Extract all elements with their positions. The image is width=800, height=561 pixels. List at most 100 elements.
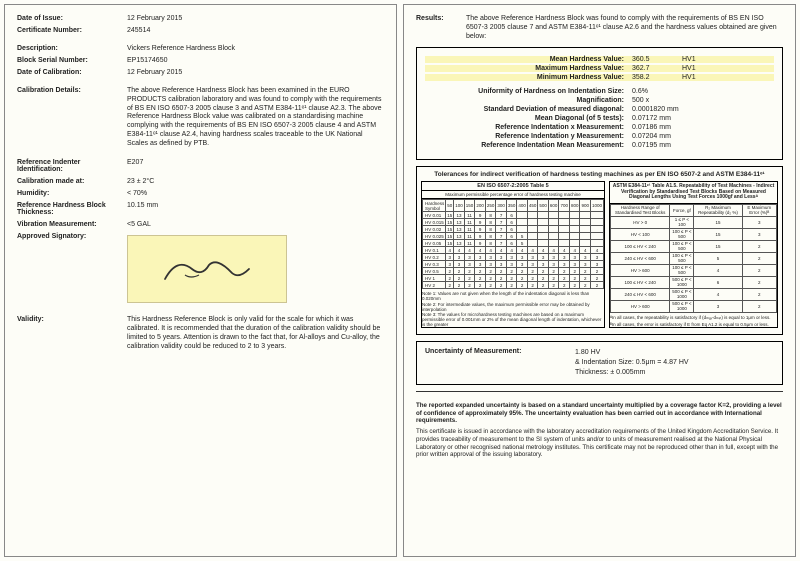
label: Approved Signatory: [17, 233, 127, 311]
hl-label: Maximum Hardness Value: [425, 65, 630, 72]
value: EP15174650 [127, 57, 384, 64]
uncert-line2: & Indentation Size: 0.5μm = 4.87 HV [575, 358, 774, 368]
value: < 70% [127, 190, 384, 197]
row-block-serial: Block Serial Number: EP15174650 [17, 57, 384, 64]
results-box: Mean Hardness Value:360.5HV1Maximum Hard… [416, 47, 783, 160]
label: Validity: [17, 316, 127, 351]
footer-text: This certificate is issued in accordance… [416, 428, 783, 459]
meas-value: 0.07204 mm [630, 133, 722, 140]
row-ref-indenter: Reference Indenter Identification: E207 [17, 159, 384, 173]
measurement-rows: Uniformity of Hardness on Indentation Si… [425, 88, 774, 149]
row-humidity: Humidity: < 70% [17, 190, 384, 197]
row-validity: Validity: This Hardness Reference Block … [17, 316, 384, 351]
row-date-cal: Date of Calibration: 12 February 2015 [17, 69, 384, 76]
hl-value: 360.5 [630, 56, 682, 63]
results-header: Results: The above Reference Hardness Bl… [416, 15, 783, 41]
tol-left-table: Hardness Symbol5010015020025030035040045… [422, 199, 604, 289]
row-approved-sig: Approved Signatory: [17, 233, 384, 311]
value: The above Reference Hardness Block has b… [127, 87, 384, 148]
results-text: The above Reference Hardness Block was f… [466, 15, 783, 41]
left-page: Date of Issue: 12 February 2015 Certific… [4, 4, 397, 557]
tol-title: Tolerances for indirect verification of … [421, 171, 778, 178]
uncert-label: Uncertainty of Measurement: [425, 348, 575, 377]
meas-label: Reference Indentation y Measurement: [425, 133, 630, 140]
value: Vickers Reference Hardness Block [127, 45, 384, 52]
uncert-line1: 1.80 HV [575, 348, 774, 358]
row-date-issue: Date of Issue: 12 February 2015 [17, 15, 384, 22]
meas-value: 0.07172 mm [630, 115, 722, 122]
tol-right-note-b: ᴮIn all cases, the error is satisfactory… [610, 322, 777, 327]
tol-right-title: ASTM E384-11ᵉ¹ Table A1.5. Repeatability… [610, 182, 777, 204]
label: Calibration Details: [17, 87, 127, 148]
row-cal-made-at: Calibration made at: 23 ± 2°C [17, 178, 384, 185]
value: 12 February 2015 [127, 69, 384, 76]
tol-left-title: EN ISO 6507-2:2005 Table 5 [422, 182, 604, 191]
signature-container [127, 233, 384, 311]
footer: The reported expanded uncertainty is bas… [416, 402, 783, 459]
measurement-row: Magnification:500 x [425, 97, 774, 104]
label: Description: [17, 45, 127, 52]
measurement-row: Reference Indentation y Measurement:0.07… [425, 133, 774, 140]
hl-unit: HV1 [682, 74, 722, 81]
meas-label: Reference Indentation Mean Measurement: [425, 142, 630, 149]
meas-label: Uniformity of Hardness on Indentation Si… [425, 88, 630, 95]
meas-value: 0.07195 mm [630, 142, 722, 149]
tol-left-notes: Note 1: Values are not given when the le… [422, 291, 604, 327]
measurement-row: Reference Indentation Mean Measurement:0… [425, 142, 774, 149]
meas-label: Reference Indentation x Measurement: [425, 124, 630, 131]
tolerance-box: Tolerances for indirect verification of … [416, 166, 783, 335]
tol-right-note-a: ᴬIn all cases, the repeatability is sati… [610, 315, 777, 320]
value: E207 [127, 159, 384, 173]
measurement-row: Uniformity of Hardness on Indentation Si… [425, 88, 774, 95]
highlighted-row: Maximum Hardness Value:362.7HV1 [425, 65, 774, 72]
separator [416, 391, 783, 392]
value: 10.15 mm [127, 202, 384, 216]
value: <5 GAL [127, 221, 384, 228]
label: Block Serial Number: [17, 57, 127, 64]
highlighted-values: Mean Hardness Value:360.5HV1Maximum Hard… [425, 54, 774, 85]
results-label: Results: [416, 15, 466, 41]
hl-label: Minimum Hardness Value: [425, 74, 630, 81]
meas-value: 0.6% [630, 88, 722, 95]
label: Reference Hardness Block Thickness: [17, 202, 127, 216]
value: 12 February 2015 [127, 15, 384, 22]
label: Date of Calibration: [17, 69, 127, 76]
uncert-line3: Thickness: ± 0.005mm [575, 368, 774, 378]
meas-label: Standard Deviation of measured diagonal: [425, 106, 630, 113]
signature-icon [147, 249, 267, 289]
uncert-values: 1.80 HV & Indentation Size: 0.5μm = 4.87… [575, 348, 774, 377]
hl-unit: HV1 [682, 56, 722, 63]
row-vibration: Vibration Measurement: <5 GAL [17, 221, 384, 228]
value: This Hardness Reference Block is only va… [127, 316, 384, 351]
measurement-row: Reference Indentation x Measurement:0.07… [425, 124, 774, 131]
hl-unit: HV1 [682, 65, 722, 72]
label: Date of Issue: [17, 15, 127, 22]
signature-box [127, 235, 287, 303]
meas-value: 0.07186 mm [630, 124, 722, 131]
measurement-row: Mean Diagonal (of 5 tests):0.07172 mm [425, 115, 774, 122]
row-cert-number: Certificate Number: 245514 [17, 27, 384, 34]
meas-label: Magnification: [425, 97, 630, 104]
meas-label: Mean Diagonal (of 5 tests): [425, 115, 630, 122]
value: 23 ± 2°C [127, 178, 384, 185]
highlighted-row: Minimum Hardness Value:358.2HV1 [425, 74, 774, 81]
measurement-row: Standard Deviation of measured diagonal:… [425, 106, 774, 113]
row-description: Description: Vickers Reference Hardness … [17, 45, 384, 52]
label: Certificate Number: [17, 27, 127, 34]
meas-value: 0.0001820 mm [630, 106, 722, 113]
tol-right-panel: ASTM E384-11ᵉ¹ Table A1.5. Repeatability… [609, 181, 778, 328]
row-block-thickness: Reference Hardness Block Thickness: 10.1… [17, 202, 384, 216]
right-page: Results: The above Reference Hardness Bl… [403, 4, 796, 557]
hl-value: 358.2 [630, 74, 682, 81]
label: Calibration made at: [17, 178, 127, 185]
label: Vibration Measurement: [17, 221, 127, 228]
label: Reference Indenter Identification: [17, 159, 127, 173]
tol-left-panel: EN ISO 6507-2:2005 Table 5 Maximum permi… [421, 181, 605, 328]
hl-label: Mean Hardness Value: [425, 56, 630, 63]
hl-value: 362.7 [630, 65, 682, 72]
tol-left-sub: Maximum permissible percentage error of … [422, 191, 604, 199]
tol-right-table: Hardness Range of Standardised Test Bloc… [610, 204, 777, 313]
row-cal-details: Calibration Details: The above Reference… [17, 87, 384, 148]
uncertainty-box: Uncertainty of Measurement: 1.80 HV & In… [416, 341, 783, 384]
label: Humidity: [17, 190, 127, 197]
